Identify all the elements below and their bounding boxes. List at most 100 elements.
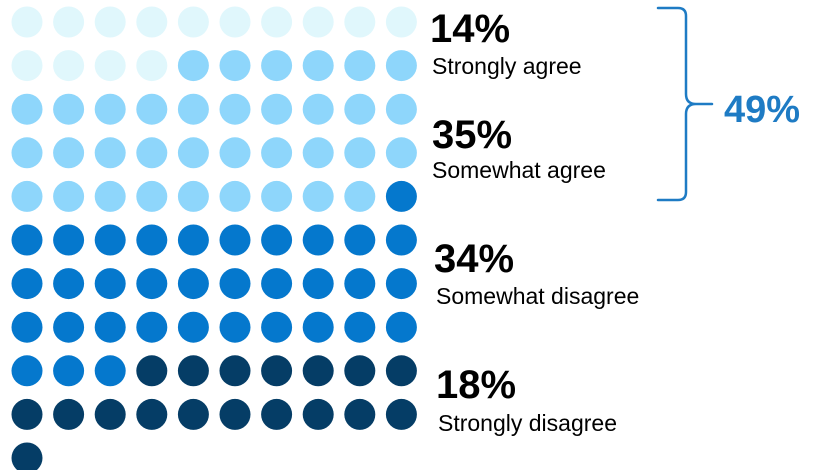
dot-somewhat-disagree	[385, 180, 417, 212]
dot-somewhat-disagree	[385, 268, 417, 300]
dot-somewhat-disagree	[11, 268, 43, 300]
dot-somewhat-agree	[385, 137, 417, 169]
dot-somewhat-agree	[219, 137, 251, 169]
dot-somewhat-agree	[11, 180, 43, 212]
dot-strongly-disagree	[344, 398, 376, 430]
dot-somewhat-agree	[94, 137, 126, 169]
dot-somewhat-disagree	[94, 268, 126, 300]
dot-strongly-disagree	[385, 398, 417, 430]
dot-somewhat-agree	[177, 93, 209, 125]
dot-strongly-disagree	[94, 398, 126, 430]
category-label-somewhat-agree: Somewhat agree	[432, 157, 606, 183]
dot-somewhat-disagree	[302, 224, 334, 256]
dot-strongly-disagree	[302, 398, 334, 430]
dot-strongly-disagree	[219, 398, 251, 430]
dot-somewhat-disagree	[261, 224, 293, 256]
dot-somewhat-agree	[344, 93, 376, 125]
dot-somewhat-agree	[261, 137, 293, 169]
dot-strongly-agree	[219, 6, 251, 38]
dot-somewhat-disagree	[53, 311, 85, 343]
dot-somewhat-disagree	[344, 311, 376, 343]
dot-somewhat-agree	[94, 180, 126, 212]
dot-somewhat-disagree	[53, 355, 85, 387]
dot-somewhat-agree	[177, 180, 209, 212]
dot-somewhat-agree	[136, 180, 168, 212]
dot-strongly-agree	[11, 6, 43, 38]
dot-somewhat-agree	[11, 93, 43, 125]
dot-strongly-agree	[385, 6, 417, 38]
dot-strongly-disagree	[219, 355, 251, 387]
dot-somewhat-disagree	[177, 224, 209, 256]
dot-strongly-disagree	[261, 398, 293, 430]
dot-somewhat-disagree	[136, 268, 168, 300]
dot-somewhat-agree	[53, 137, 85, 169]
category-label-strongly-agree: Strongly agree	[432, 53, 582, 79]
dot-somewhat-agree	[11, 137, 43, 169]
dot-somewhat-disagree	[136, 311, 168, 343]
dot-somewhat-disagree	[177, 311, 209, 343]
dot-somewhat-agree	[344, 50, 376, 82]
dot-strongly-agree	[177, 6, 209, 38]
dot-somewhat-disagree	[177, 268, 209, 300]
dot-somewhat-disagree	[11, 311, 43, 343]
dot-somewhat-agree	[94, 93, 126, 125]
dot-strongly-disagree	[136, 398, 168, 430]
dot-somewhat-agree	[261, 50, 293, 82]
dot-somewhat-agree	[302, 137, 334, 169]
dot-strongly-agree	[302, 6, 334, 38]
dot-somewhat-disagree	[11, 224, 43, 256]
dot-somewhat-disagree	[219, 311, 251, 343]
dot-somewhat-disagree	[261, 311, 293, 343]
dot-somewhat-agree	[53, 180, 85, 212]
dot-somewhat-agree	[136, 137, 168, 169]
dot-somewhat-disagree	[53, 268, 85, 300]
dot-somewhat-disagree	[94, 311, 126, 343]
dot-somewhat-agree	[177, 137, 209, 169]
dot-strongly-disagree	[344, 355, 376, 387]
dot-somewhat-agree	[261, 93, 293, 125]
dot-strongly-disagree	[11, 398, 43, 430]
dot-grid	[11, 6, 417, 470]
dot-somewhat-disagree	[11, 355, 43, 387]
dot-somewhat-disagree	[385, 224, 417, 256]
legend-strongly-disagree: 18% Strongly disagree	[436, 363, 617, 436]
agree-total-label: 49%	[724, 89, 800, 131]
category-label-somewhat-disagree: Somewhat disagree	[436, 283, 639, 309]
dot-somewhat-disagree	[302, 311, 334, 343]
dot-somewhat-disagree	[219, 268, 251, 300]
dot-strongly-disagree	[53, 398, 85, 430]
dot-strongly-agree	[136, 50, 168, 82]
dot-somewhat-disagree	[53, 224, 85, 256]
legend-strongly-agree: 14% Strongly agree	[430, 7, 582, 79]
category-label-strongly-disagree: Strongly disagree	[438, 410, 617, 436]
dot-somewhat-agree	[261, 180, 293, 212]
dot-strongly-agree	[53, 50, 85, 82]
dot-somewhat-disagree	[385, 311, 417, 343]
dot-somewhat-disagree	[302, 268, 334, 300]
dot-strongly-agree	[136, 6, 168, 38]
dot-somewhat-agree	[385, 93, 417, 125]
value-label-strongly-agree: 14%	[430, 7, 510, 51]
dot-somewhat-disagree	[94, 224, 126, 256]
dot-somewhat-agree	[302, 93, 334, 125]
dot-strongly-agree	[261, 6, 293, 38]
dot-somewhat-disagree	[94, 355, 126, 387]
dot-somewhat-agree	[219, 50, 251, 82]
dot-strongly-disagree	[302, 355, 334, 387]
dot-somewhat-disagree	[344, 224, 376, 256]
value-label-somewhat-disagree: 34%	[434, 237, 514, 281]
legend-somewhat-agree: 35% Somewhat agree	[432, 113, 606, 183]
dot-somewhat-agree	[177, 50, 209, 82]
dot-strongly-disagree	[136, 355, 168, 387]
dot-somewhat-agree	[302, 50, 334, 82]
value-label-somewhat-agree: 35%	[432, 113, 512, 157]
dot-somewhat-disagree	[344, 268, 376, 300]
dot-somewhat-disagree	[219, 224, 251, 256]
dot-somewhat-disagree	[136, 224, 168, 256]
dot-strongly-disagree	[261, 355, 293, 387]
legend-somewhat-disagree: 34% Somewhat disagree	[434, 237, 639, 309]
dot-somewhat-agree	[385, 50, 417, 82]
dot-somewhat-agree	[344, 180, 376, 212]
dot-somewhat-agree	[219, 93, 251, 125]
